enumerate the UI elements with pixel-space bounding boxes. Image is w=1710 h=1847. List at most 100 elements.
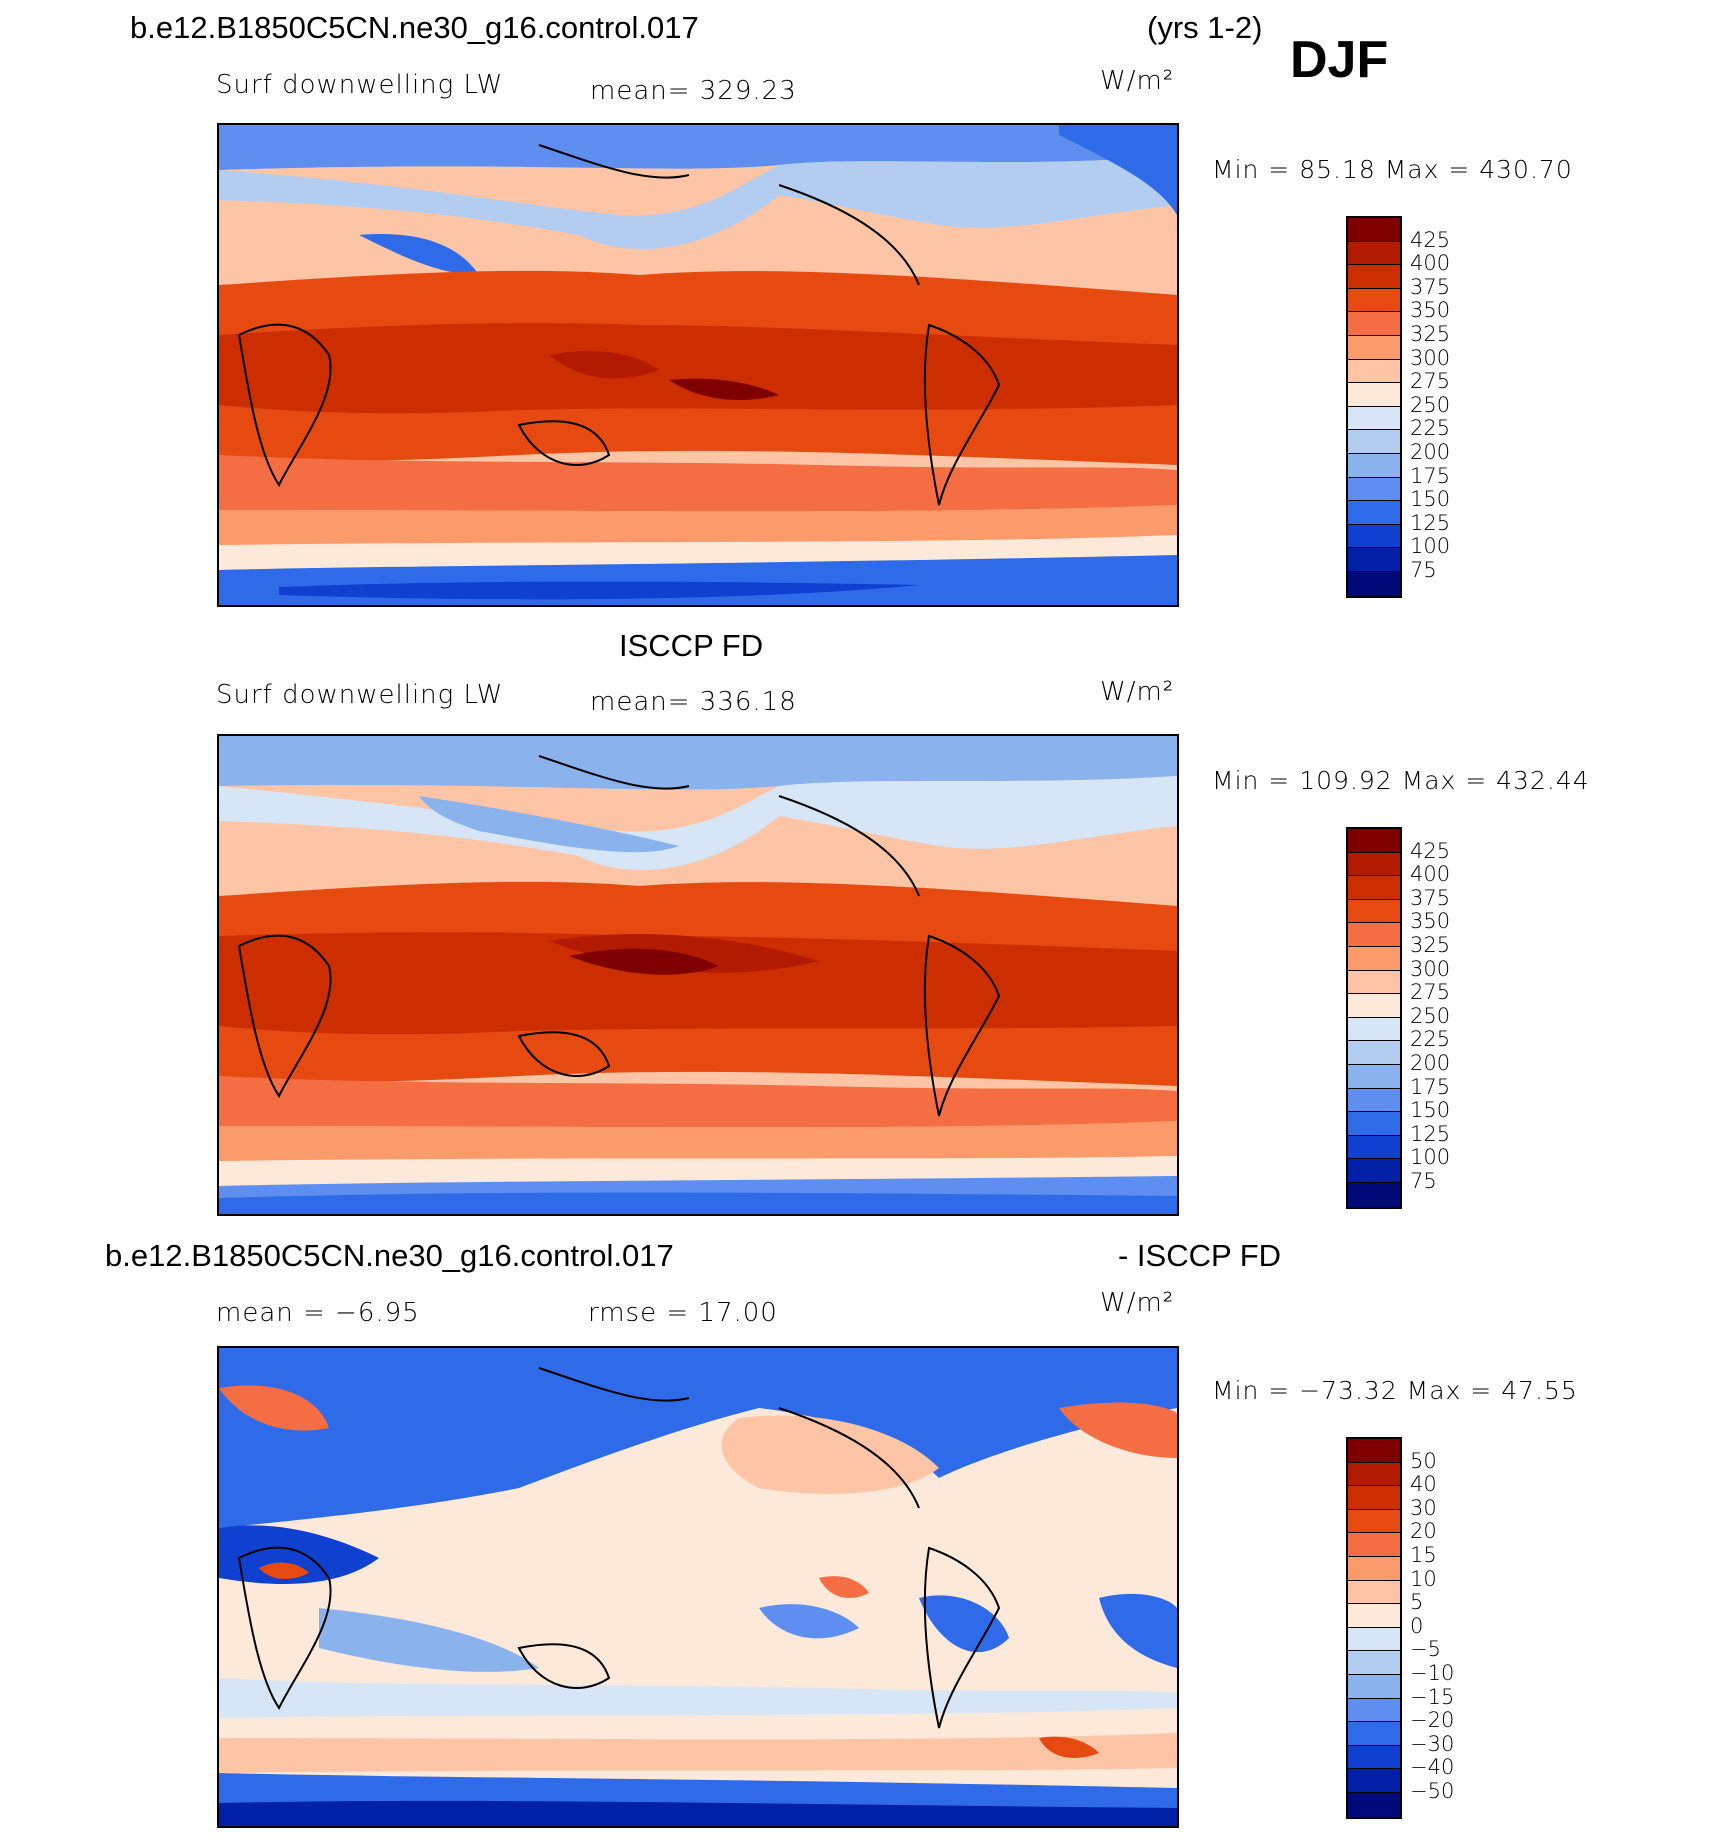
colorbar-swatch	[1348, 1745, 1400, 1770]
colorbar-swatch	[1348, 359, 1400, 384]
panel2-title: ISCCP FD	[619, 628, 764, 663]
colorbar-swatch	[1348, 406, 1400, 431]
colorbar-tick-label: 375	[1410, 274, 1451, 299]
colorbar-swatch	[1348, 383, 1400, 407]
colorbar-tick-label: 20	[1410, 1519, 1437, 1544]
colorbar-swatch	[1348, 1698, 1400, 1723]
colorbar-swatch	[1348, 876, 1400, 900]
panel3-title-right: - ISCCP FD	[1118, 1238, 1282, 1273]
colorbar-tick-label: 200	[1410, 1051, 1451, 1075]
panel3-rmse: rmse = 17.00	[588, 1298, 778, 1328]
colorbar-swatch	[1348, 571, 1400, 596]
colorbar-swatch	[1348, 335, 1400, 360]
colorbar-swatch	[1348, 1651, 1400, 1675]
colorbar-tick-label: 225	[1410, 1027, 1451, 1052]
colorbar-tick-label: −15	[1410, 1684, 1455, 1709]
season-label: DJF	[1290, 31, 1389, 89]
case-title: b.e12.B1850C5CN.ne30_g16.control.017	[130, 10, 699, 45]
panel2-field	[219, 736, 1177, 1214]
panel1-map	[217, 123, 1179, 607]
panel2-colorbar	[1346, 827, 1402, 1209]
colorbar-tick-label: 250	[1410, 1003, 1451, 1028]
colorbar-tick-label: 40	[1410, 1472, 1437, 1497]
colorbar-swatch	[1348, 1017, 1400, 1042]
colorbar-tick-label: 15	[1410, 1543, 1437, 1567]
colorbar-tick-label: 425	[1410, 227, 1451, 252]
panel3-title-left: b.e12.B1850C5CN.ne30_g16.control.017	[105, 1238, 674, 1273]
panel1-minmax: Min = 85.18 Max = 430.70	[1212, 155, 1573, 184]
colorbar-swatch	[1348, 1182, 1400, 1207]
colorbar-tick-label: 125	[1410, 510, 1451, 535]
colorbar-swatch	[1348, 1439, 1400, 1463]
panel2-units: W/m²	[1100, 677, 1175, 707]
colorbar-swatch	[1348, 265, 1400, 289]
panel3-units: W/m²	[1100, 1288, 1175, 1318]
colorbar-tick-label: 75	[1410, 1169, 1437, 1193]
panel1-field	[219, 125, 1177, 605]
colorbar-swatch	[1348, 501, 1400, 525]
colorbar-swatch	[1348, 1769, 1400, 1793]
colorbar-swatch	[1348, 1722, 1400, 1746]
colorbar-tick-label: 275	[1410, 980, 1451, 1005]
colorbar-tick-label: 225	[1410, 416, 1451, 441]
colorbar-swatch	[1348, 1462, 1400, 1487]
colorbar-swatch	[1348, 829, 1400, 853]
colorbar-tick-label: 100	[1410, 1145, 1451, 1170]
colorbar-tick-label: 325	[1410, 322, 1451, 346]
colorbar-tick-label: 300	[1410, 345, 1451, 370]
colorbar-tick-label: 400	[1410, 862, 1451, 887]
panel1-colorbar	[1346, 216, 1402, 598]
colorbar-tick-label: 100	[1410, 534, 1451, 559]
panel1-mean: mean= 329.23	[590, 76, 797, 106]
colorbar-swatch	[1348, 1674, 1400, 1699]
colorbar-swatch	[1348, 994, 1400, 1018]
panel3-colorbar	[1346, 1437, 1402, 1819]
colorbar-tick-label: 0	[1410, 1613, 1424, 1638]
colorbar-tick-label: 150	[1410, 1098, 1451, 1123]
colorbar-swatch	[1348, 1604, 1400, 1628]
colorbar-tick-label: 175	[1410, 1074, 1451, 1099]
colorbar-swatch	[1348, 430, 1400, 454]
colorbar-swatch	[1348, 899, 1400, 924]
colorbar-swatch	[1348, 1792, 1400, 1817]
panel2-map	[217, 734, 1179, 1216]
colorbar-swatch	[1348, 1627, 1400, 1652]
colorbar-swatch	[1348, 218, 1400, 242]
colorbar-tick-label: −30	[1410, 1731, 1455, 1756]
colorbar-tick-label: 425	[1410, 838, 1451, 863]
colorbar-tick-label: 275	[1410, 369, 1451, 394]
panel1-units: W/m²	[1100, 66, 1175, 96]
colorbar-swatch	[1348, 1088, 1400, 1113]
colorbar-swatch	[1348, 524, 1400, 549]
colorbar-swatch	[1348, 1533, 1400, 1557]
colorbar-tick-label: 5	[1410, 1590, 1424, 1615]
panel3-mean: mean = −6.95	[216, 1298, 420, 1328]
colorbar-swatch	[1348, 1064, 1400, 1089]
colorbar-swatch	[1348, 1580, 1400, 1605]
colorbar-swatch	[1348, 923, 1400, 947]
colorbar-tick-label: 150	[1410, 487, 1451, 512]
colorbar-tick-label: 10	[1410, 1566, 1437, 1591]
colorbar-tick-label: −5	[1410, 1637, 1441, 1662]
colorbar-swatch	[1348, 1486, 1400, 1510]
colorbar-swatch	[1348, 970, 1400, 995]
colorbar-tick-label: 300	[1410, 956, 1451, 981]
colorbar-tick-label: 250	[1410, 392, 1451, 417]
colorbar-swatch	[1348, 852, 1400, 877]
years-label: (yrs 1-2)	[1147, 10, 1263, 45]
colorbar-swatch	[1348, 1135, 1400, 1160]
colorbar-swatch	[1348, 453, 1400, 478]
colorbar-swatch	[1348, 241, 1400, 266]
panel2-variable: Surf downwelling LW	[216, 680, 504, 710]
colorbar-swatch	[1348, 946, 1400, 971]
panel3-field	[219, 1348, 1177, 1826]
panel1-variable: Surf downwelling LW	[216, 70, 504, 100]
colorbar-tick-label: −10	[1410, 1661, 1455, 1685]
colorbar-tick-label: 175	[1410, 463, 1451, 488]
colorbar-tick-label: 350	[1410, 909, 1451, 934]
panel2-mean: mean= 336.18	[590, 687, 797, 717]
panel3-minmax: Min = −73.32 Max = 47.55	[1212, 1376, 1578, 1405]
panel3-map	[217, 1346, 1179, 1828]
colorbar-swatch	[1348, 477, 1400, 502]
colorbar-swatch	[1348, 1041, 1400, 1065]
